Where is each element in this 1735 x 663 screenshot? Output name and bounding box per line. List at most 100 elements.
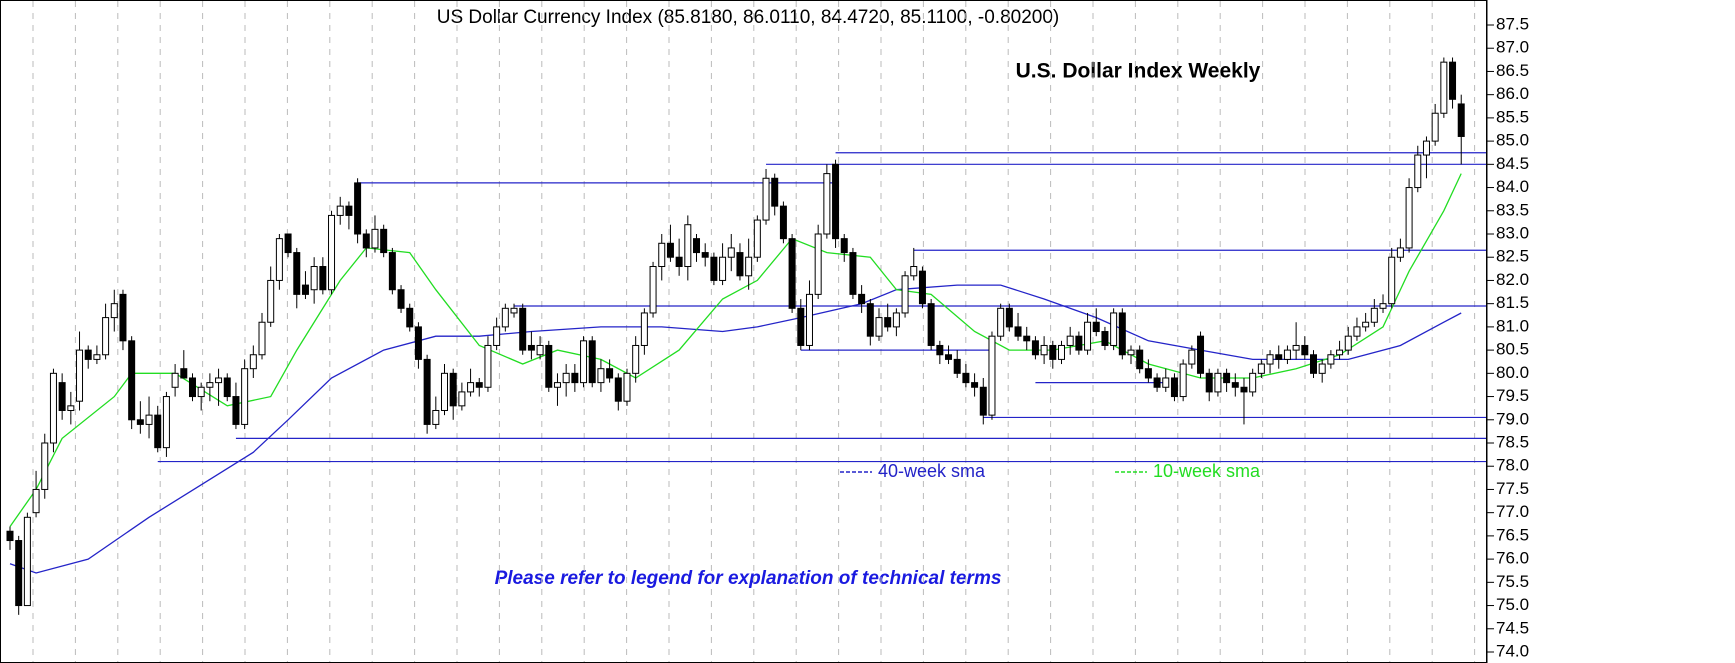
candle-body: [858, 293, 866, 305]
candle-body: [441, 372, 448, 411]
y-tick-label: 78.0: [1496, 456, 1529, 475]
y-tick-label: 87.0: [1496, 38, 1529, 57]
candle-body: [658, 242, 666, 268]
candle-body: [49, 372, 57, 444]
candle-body: [371, 228, 379, 249]
candle-body: [275, 238, 283, 281]
y-tick-label: 79.0: [1496, 409, 1529, 428]
candle-body: [1084, 321, 1092, 351]
legend-label: 10-week sma: [1153, 461, 1261, 481]
candle-body: [397, 289, 405, 309]
candle-body: [1214, 372, 1222, 393]
legend-label: 40-week sma: [878, 461, 986, 481]
candle-body: [562, 372, 570, 384]
candle-body: [293, 252, 301, 295]
candle-body: [936, 344, 944, 356]
candle-body: [1127, 349, 1135, 356]
y-tick-label: 82.0: [1496, 270, 1529, 289]
candle-body: [1118, 312, 1126, 356]
candle-body: [1023, 335, 1031, 342]
candle-body: [1031, 340, 1039, 356]
candle-body: [632, 344, 640, 374]
candle-body: [953, 358, 961, 374]
plot-frame: [0, 0, 1487, 663]
candle-body: [1205, 372, 1213, 393]
y-tick-label: 75.5: [1496, 572, 1529, 591]
candle-body: [1379, 303, 1387, 309]
candle-body: [580, 340, 588, 384]
candle-body: [771, 177, 779, 207]
candle-body: [32, 488, 40, 514]
y-tick-label: 85.5: [1496, 107, 1529, 126]
candle-body: [467, 382, 475, 393]
candle-body: [145, 414, 153, 425]
candle-body: [710, 256, 718, 281]
candle-body: [1249, 372, 1257, 393]
candle-body: [666, 242, 674, 258]
candle-body: [319, 266, 327, 291]
candle-body: [1101, 331, 1109, 346]
candle-body: [206, 382, 214, 388]
candle-body: [545, 344, 553, 388]
candle-body: [875, 317, 883, 337]
y-tick-label: 86.0: [1496, 84, 1529, 103]
chart-heading: U.S. Dollar Index Weekly: [1016, 60, 1261, 83]
candle-body: [884, 317, 892, 328]
candle-body: [1223, 372, 1231, 384]
candle-body: [1370, 307, 1378, 323]
candle-body: [840, 238, 848, 254]
y-tick-label: 86.5: [1496, 61, 1529, 80]
candle-body: [727, 247, 735, 258]
y-tick-label: 74.0: [1496, 641, 1529, 660]
y-tick-label: 74.5: [1496, 618, 1529, 637]
y-tick-label: 76.5: [1496, 525, 1529, 544]
candle-body: [501, 307, 509, 328]
candle-body: [849, 252, 857, 295]
candle-body: [536, 344, 544, 356]
candle-body: [41, 442, 49, 490]
candle-body: [197, 386, 205, 398]
candle-body: [1440, 61, 1448, 114]
candle-body: [1414, 154, 1422, 189]
candle-body: [1275, 354, 1283, 360]
candle-body: [832, 163, 840, 240]
y-tick-label: 85.0: [1496, 131, 1529, 150]
candle-body: [188, 377, 196, 398]
candle-body: [1353, 326, 1361, 337]
candle-body: [1310, 354, 1317, 374]
candle-body: [345, 205, 353, 216]
candle-body: [223, 377, 231, 398]
candle-body: [58, 382, 66, 411]
y-tick-label: 79.5: [1496, 386, 1529, 405]
candle-body: [745, 256, 753, 277]
candle-body: [962, 372, 970, 384]
candle-body: [1092, 321, 1100, 333]
candle-body: [128, 340, 136, 421]
candle-body: [1170, 377, 1178, 398]
candle-body: [814, 233, 822, 295]
candle-body: [484, 344, 492, 388]
candle-body: [606, 368, 614, 379]
candle-body: [406, 307, 414, 328]
y-tick-label: 81.5: [1496, 293, 1529, 312]
candle-body: [614, 377, 622, 402]
candle-body: [588, 340, 596, 384]
candle-body: [1457, 103, 1465, 137]
candle-body: [1396, 247, 1404, 258]
candle-body: [1449, 61, 1457, 100]
candle-body: [76, 349, 84, 402]
candle-body: [1266, 354, 1274, 365]
candle-body: [1197, 335, 1205, 374]
candle-body: [310, 266, 318, 291]
candle-body: [1136, 349, 1144, 370]
y-tick-label: 82.5: [1496, 247, 1529, 266]
candle-body: [414, 326, 422, 360]
candle-body: [701, 252, 709, 258]
candle-body: [553, 382, 561, 388]
candle-body: [753, 219, 761, 258]
candle-body: [301, 284, 309, 295]
candle-body: [119, 293, 127, 342]
candle-body: [154, 414, 162, 449]
candle-body: [1110, 312, 1118, 346]
